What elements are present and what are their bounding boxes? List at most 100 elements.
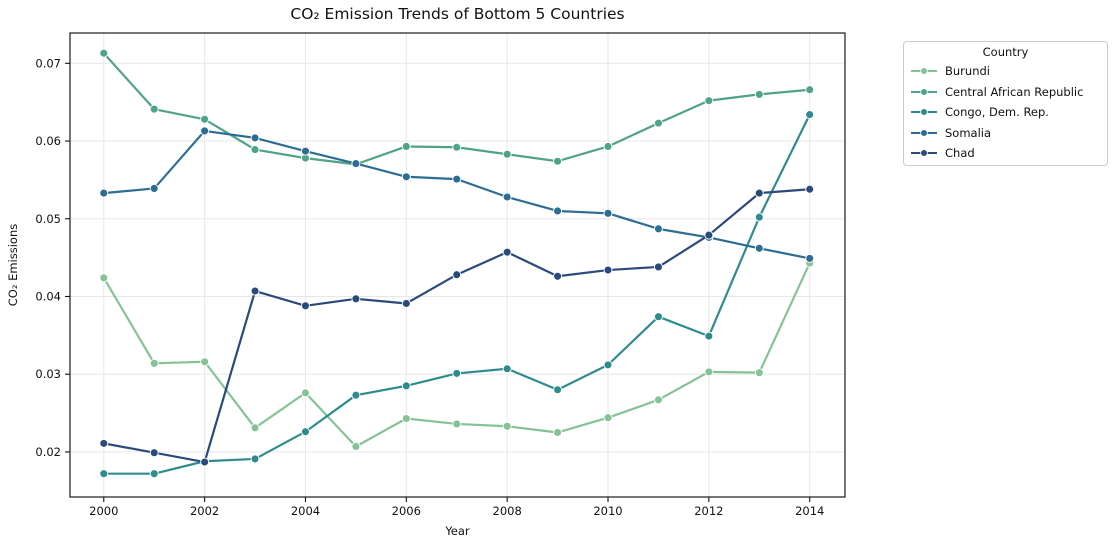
data-point (754, 368, 764, 378)
data-point (553, 385, 563, 395)
data-point (301, 301, 310, 311)
data-point (754, 89, 764, 99)
data-point (502, 192, 512, 202)
data-point (653, 262, 663, 272)
data-point (200, 126, 210, 136)
data-point (452, 368, 462, 378)
data-point (603, 413, 613, 423)
data-point (805, 253, 815, 263)
data-point (401, 381, 411, 391)
plot-border (69, 32, 846, 498)
legend-line-marker-icon (911, 149, 937, 158)
data-point (301, 427, 310, 437)
data-point (99, 469, 109, 479)
data-point (200, 457, 210, 467)
data-point (704, 331, 714, 341)
data-point (452, 174, 462, 184)
data-point (603, 265, 613, 275)
data-point (301, 388, 310, 398)
legend-label: Chad (945, 146, 975, 161)
data-point (704, 96, 714, 106)
legend-entry: Central African Republic (910, 82, 1101, 103)
legend-label: Central African Republic (945, 84, 1084, 99)
data-point (149, 104, 159, 114)
y-tick-label: 0.03 (35, 367, 61, 381)
data-point (553, 428, 563, 437)
data-point (99, 273, 109, 283)
data-point (502, 421, 512, 431)
y-tick-label: 0.02 (35, 445, 61, 459)
data-point (805, 110, 815, 120)
data-point (502, 149, 512, 159)
legend: Country Burundi Central African Republic C… (903, 41, 1108, 166)
data-point (351, 294, 361, 304)
data-point (351, 159, 361, 169)
legend-label: Burundi (945, 64, 990, 79)
data-point (149, 448, 159, 458)
data-point (754, 212, 764, 222)
data-point (250, 133, 260, 143)
legend-line-marker-icon (911, 128, 937, 137)
data-point (401, 172, 411, 182)
y-tick-label: 0.07 (35, 56, 61, 70)
data-point (603, 360, 613, 370)
legend-line-marker-icon (911, 108, 937, 117)
data-point (653, 224, 663, 234)
data-point (452, 142, 462, 152)
data-point (653, 395, 663, 405)
data-point (401, 299, 411, 308)
data-point (301, 146, 310, 156)
y-tick-label: 0.04 (35, 289, 61, 303)
data-point (149, 183, 159, 193)
data-point (200, 357, 210, 367)
data-point (99, 438, 109, 448)
data-point (805, 85, 815, 95)
data-point (502, 247, 512, 257)
legend-entry: Congo, Dem. Rep. (910, 102, 1101, 123)
x-tick-label: 2010 (593, 504, 622, 518)
data-point (99, 48, 109, 58)
x-tick-label: 2008 (493, 504, 522, 518)
data-point (401, 142, 411, 151)
data-point (200, 114, 210, 124)
x-tick-label: 2006 (392, 504, 421, 518)
data-point (704, 230, 714, 240)
data-point (250, 454, 260, 464)
x-tick-label: 2014 (795, 504, 824, 518)
data-point (250, 286, 260, 296)
x-axis-label: Year (445, 524, 470, 538)
y-tick-label: 0.06 (35, 134, 61, 148)
legend-label: Somalia (945, 125, 992, 140)
x-tick-label: 2002 (190, 504, 219, 518)
data-point (754, 243, 764, 253)
x-tick-label: 2004 (291, 504, 320, 518)
chart-title: CO₂ Emission Trends of Bottom 5 Countrie… (290, 5, 625, 23)
data-point (805, 184, 815, 194)
data-point (553, 206, 563, 216)
legend-entry: Burundi (910, 61, 1101, 82)
data-point (553, 156, 563, 166)
data-point (603, 142, 613, 151)
legend-entries: Burundi Central African Republic Congo, De… (910, 61, 1101, 164)
data-point (149, 469, 159, 479)
x-tick-label: 2012 (694, 504, 723, 518)
data-point (704, 367, 714, 377)
data-point (502, 364, 512, 374)
data-point (452, 270, 462, 280)
data-point (553, 271, 563, 281)
data-point (653, 312, 663, 322)
data-point (351, 442, 361, 451)
legend-entry: Chad (910, 143, 1101, 164)
data-point (149, 358, 159, 368)
x-tick-label: 2000 (89, 504, 118, 518)
data-point (653, 118, 663, 128)
data-point (250, 145, 260, 155)
data-point (603, 208, 613, 218)
legend-line-marker-icon (911, 87, 937, 96)
data-point (452, 419, 462, 429)
legend-line-marker-icon (911, 67, 937, 76)
data-point (99, 188, 109, 198)
data-point (351, 390, 361, 400)
